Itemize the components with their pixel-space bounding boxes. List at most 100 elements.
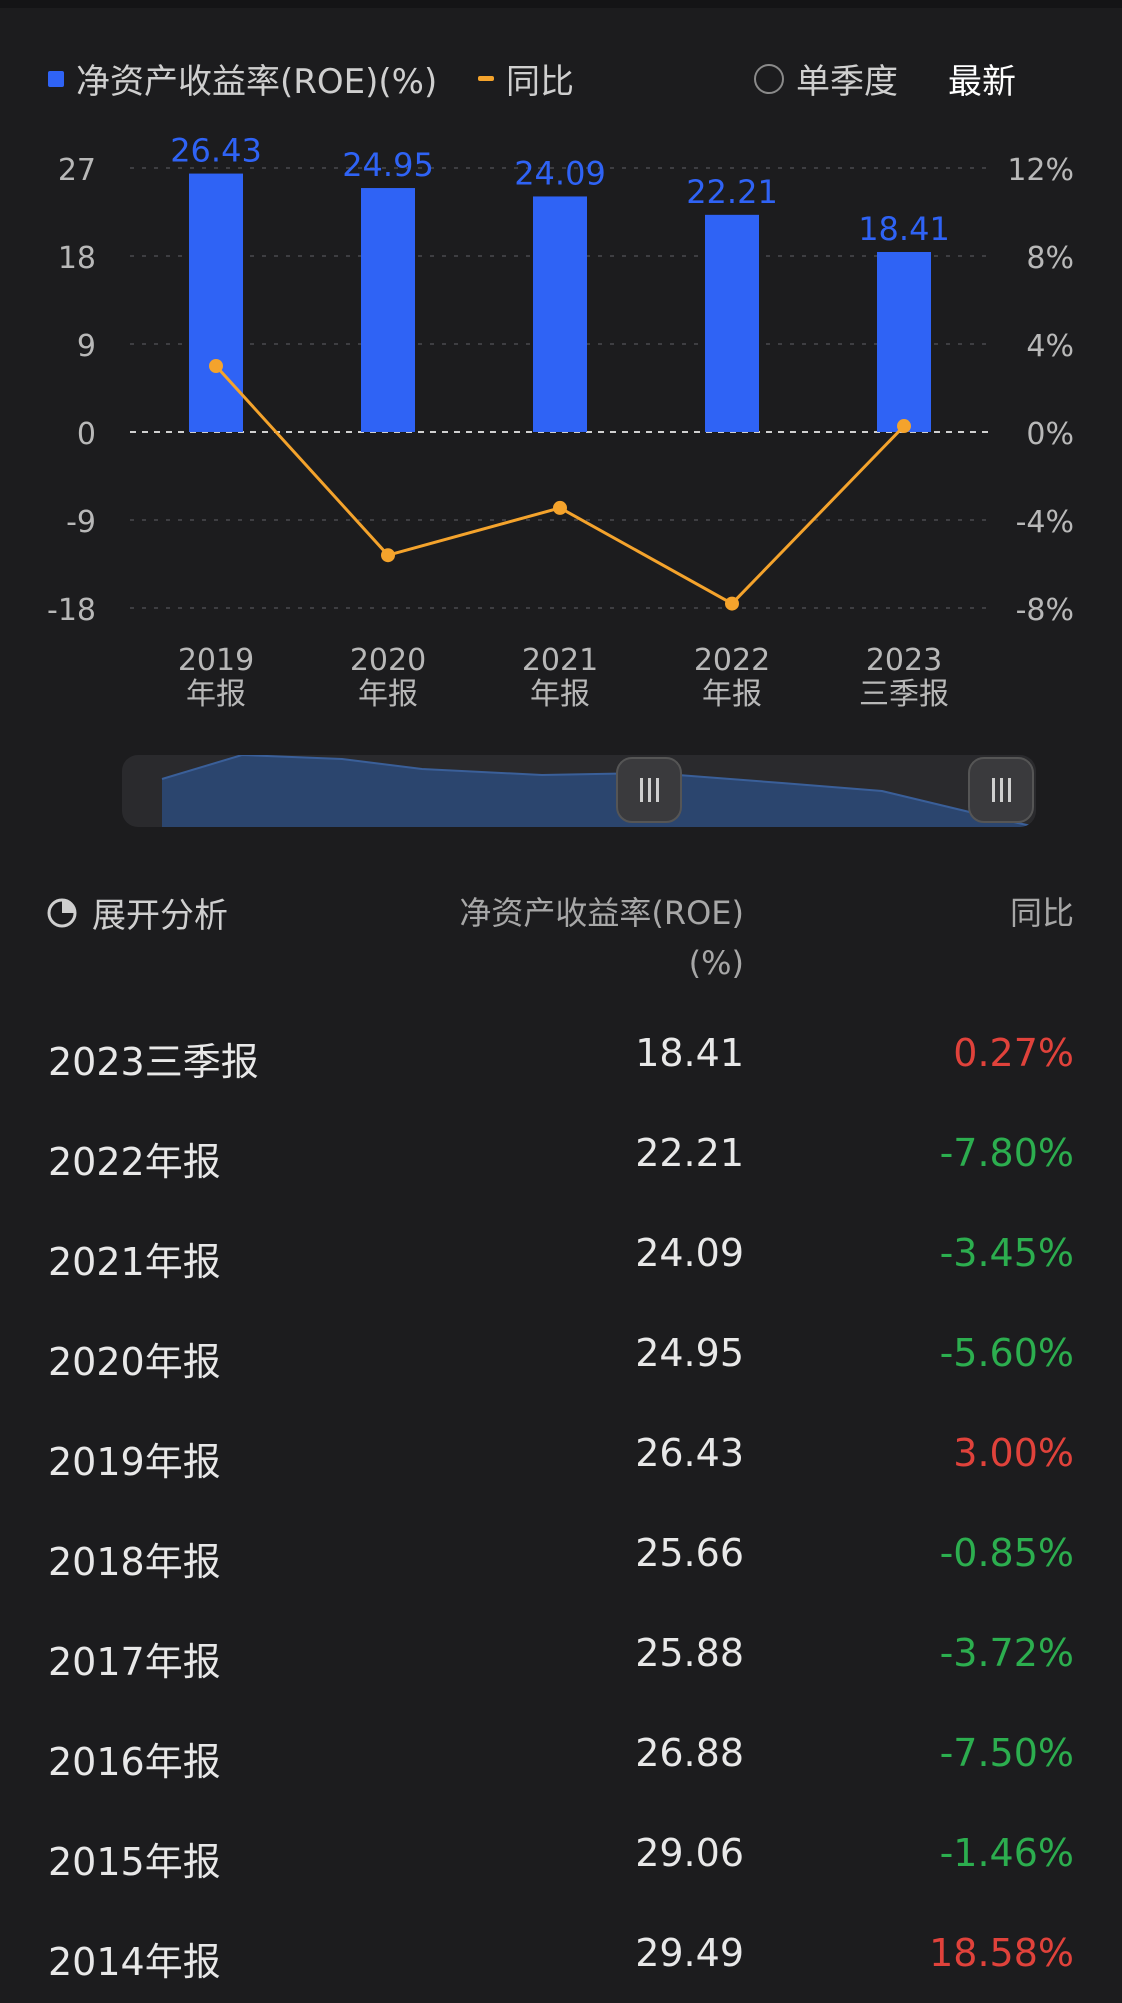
yoy-cell: -3.72% (939, 1631, 1074, 1675)
x-tick-label: 年报 (530, 677, 590, 712)
left-tick-label: -18 (47, 593, 96, 628)
quarter-toggle-label: 单季度 (796, 62, 898, 102)
legend-roe-label: 净资产收益率(ROE)(%) (76, 62, 438, 102)
yoy-cell: 18.58% (929, 1931, 1074, 1975)
yoy-point (897, 419, 911, 434)
table-row[interactable]: 2020年报 24.95 -5.60% (0, 1303, 1122, 1403)
table-row[interactable]: 2021年报 24.09 -3.45% (0, 1203, 1122, 1303)
period-cell: 2022年报 (48, 1140, 221, 1184)
roe-cell: 25.66 (635, 1531, 744, 1575)
roe-cell: 22.21 (635, 1131, 744, 1175)
yoy-cell: -0.85% (939, 1531, 1074, 1575)
roe-bar (877, 251, 931, 432)
period-cell: 2016年报 (48, 1740, 221, 1784)
roe-cell: 26.43 (635, 1431, 744, 1475)
yoy-point (209, 359, 223, 373)
x-tick-label: 2021 (522, 643, 598, 678)
period-cell: 2018年报 (48, 1540, 221, 1584)
range-handle-right[interactable] (968, 757, 1034, 823)
roe-chart: 27 12%18 8%9 4%0 0%-9 -4%-18 -8%26.432019年报24.… (47, 132, 1074, 712)
x-tick-label: 三季报 (859, 677, 949, 712)
bar-value-label: 24.95 (342, 146, 434, 184)
right-tick-label: 4% (1026, 329, 1074, 364)
yoy-cell: -5.60% (939, 1331, 1074, 1375)
roe-bar (361, 188, 415, 432)
yoy-cell: -1.46% (939, 1831, 1074, 1875)
roe-bar (189, 173, 243, 432)
left-tick-label: 9 (77, 329, 96, 364)
range-slider[interactable] (122, 755, 1036, 827)
yoy-point (553, 500, 567, 515)
left-tick-label: 27 (58, 153, 96, 188)
roe-cell: 29.49 (635, 1931, 744, 1975)
yoy-column-header: 同比 (1009, 894, 1074, 932)
yoy-point (381, 548, 395, 563)
range-overview (161, 755, 1036, 827)
table-row[interactable]: 2015年报 29.06 -1.46% (0, 1803, 1122, 1903)
legend-roe[interactable]: 净资产收益率(ROE)(%) (48, 54, 437, 103)
table-row[interactable]: 2017年报 25.88 -3.72% (0, 1603, 1122, 1703)
x-tick-label: 年报 (702, 677, 762, 712)
status-strip (0, 0, 1122, 8)
range-handle-left[interactable] (616, 757, 682, 823)
bar-value-label: 22.21 (686, 173, 778, 211)
table-row[interactable]: 2022年报 22.21 -7.80% (0, 1103, 1122, 1203)
table-body: 2023三季报 18.41 0.27% 2022年报 22.21 -7.80% 2021… (0, 1003, 1122, 2003)
radio-icon[interactable] (754, 63, 784, 94)
expand-analysis-label: 展开分析 (92, 896, 228, 936)
table-row[interactable]: 2016年报 26.88 -7.50% (0, 1703, 1122, 1803)
right-tick-label: 0% (1026, 417, 1074, 452)
bar-value-label: 24.09 (514, 154, 606, 192)
yoy-cell: -3.45% (939, 1231, 1074, 1275)
roe-cell: 18.41 (635, 1031, 744, 1075)
yoy-cell: 0.27% (953, 1031, 1074, 1075)
bar-value-label: 18.41 (858, 210, 950, 248)
yoy-point (725, 596, 739, 611)
roe-cell: 24.09 (635, 1231, 744, 1275)
period-cell: 2023三季报 (48, 1040, 259, 1084)
right-tick-label: -8% (1016, 593, 1074, 628)
yoy-cell: -7.80% (939, 1131, 1074, 1175)
bar-swatch-icon (48, 70, 64, 87)
roe-bar (705, 214, 759, 432)
table-header: 展开分析 净资产收益率(ROE)(%) 同比 (0, 880, 1122, 990)
left-tick-label: 0 (77, 417, 96, 452)
table-row[interactable]: 2014年报 29.49 18.58% (0, 1903, 1122, 2003)
period-cell: 2021年报 (48, 1240, 221, 1284)
quarter-toggle[interactable]: 单季度 (754, 54, 898, 103)
period-cell: 2019年报 (48, 1440, 221, 1484)
period-cell: 2017年报 (48, 1640, 221, 1684)
table-row[interactable]: 2018年报 25.66 -0.85% (0, 1503, 1122, 1603)
bar-value-label: 26.43 (170, 132, 262, 170)
x-tick-label: 2019 (178, 643, 254, 678)
period-cell: 2014年报 (48, 1940, 221, 1984)
roe-column-header: 净资产收益率(ROE)(%) (459, 894, 744, 982)
expand-analysis[interactable]: 展开分析 (46, 888, 228, 937)
period-cell: 2015年报 (48, 1840, 221, 1884)
left-tick-label: -9 (66, 505, 96, 540)
roe-cell: 24.95 (635, 1331, 744, 1375)
roe-cell: 26.88 (635, 1731, 744, 1775)
pie-chart-icon (47, 898, 77, 927)
x-tick-label: 年报 (358, 677, 418, 712)
x-tick-label: 2023 (866, 643, 942, 678)
table-row[interactable]: 2019年报 26.43 3.00% (0, 1403, 1122, 1503)
roe-cell: 25.88 (635, 1631, 744, 1675)
period-cell: 2020年报 (48, 1340, 221, 1384)
x-tick-label: 2022 (694, 643, 770, 678)
right-tick-label: -4% (1016, 505, 1074, 540)
chart-legend: 净资产收益率(ROE)(%) 同比 单季度 最新 (0, 40, 1122, 110)
legend-yoy[interactable]: 同比 (478, 54, 574, 103)
roe-bar (533, 196, 587, 432)
yoy-cell: -7.50% (939, 1731, 1074, 1775)
yoy-cell: 3.00% (953, 1431, 1074, 1475)
x-tick-label: 年报 (186, 677, 246, 712)
table-row[interactable]: 2023三季报 18.41 0.27% (0, 1003, 1122, 1103)
roe-cell: 29.06 (635, 1831, 744, 1875)
latest-button[interactable]: 最新 (948, 62, 1016, 102)
line-swatch-icon (478, 76, 494, 81)
right-tick-label: 8% (1026, 241, 1074, 276)
legend-yoy-label: 同比 (506, 62, 574, 102)
left-tick-label: 18 (58, 241, 96, 276)
right-tick-label: 12% (1007, 153, 1074, 188)
